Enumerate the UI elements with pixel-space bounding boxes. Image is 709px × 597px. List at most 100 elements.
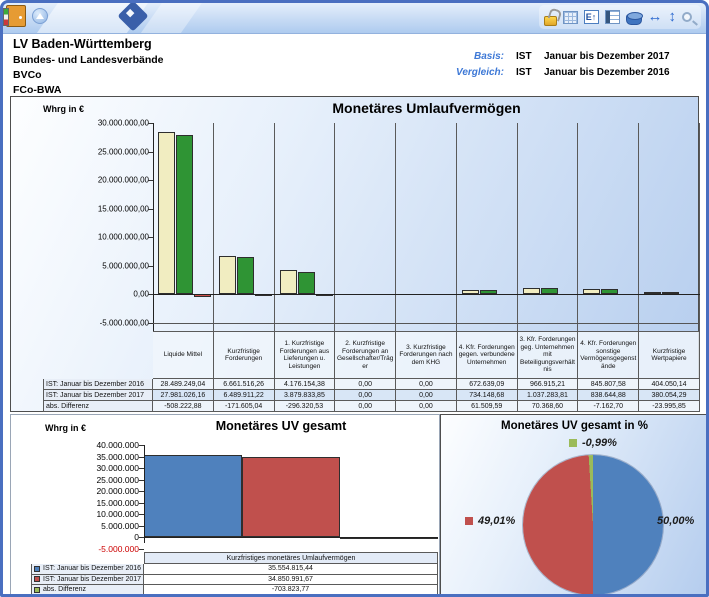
main-chart-panel: Monetäres Umlaufvermögen Whrg in € 30.00…: [10, 96, 700, 412]
category-header-cell: 4. Kfr. Forderungen sonstige Vermögensge…: [578, 331, 640, 379]
bar-series-0: [522, 288, 540, 294]
total-legend-value-cell: -703.823,77: [144, 585, 438, 596]
value-cell: 28.489.249,04: [153, 379, 214, 390]
total-ytick-label: -5.000.000: [98, 543, 139, 554]
main-ytick-mark: [148, 151, 153, 153]
bar-series-0: [158, 131, 175, 294]
titlebar: E↑ ↔ ↕: [0, 0, 709, 34]
value-cell: 380.054,29: [639, 390, 700, 401]
category-header-cell: 3. Kurzfristige Forderungen nach dem KHG: [396, 331, 457, 379]
total-legend-label-cell: IST: Januar bis Dezember 2016: [31, 564, 144, 575]
bar-series-1: [297, 271, 315, 294]
bar-series-0: [218, 256, 236, 294]
total-legend-label-cell: IST: Januar bis Dezember 2017: [31, 574, 144, 585]
main-ytick-mark: [148, 237, 153, 238]
row-label-cell: IST: Januar bis Dezember 2017: [43, 390, 153, 401]
toolbar: E↑ ↔ ↕: [538, 5, 701, 29]
chart-group: [153, 123, 214, 331]
category-header-row: Liquide Mittel Kurzfristige Forderungen 1.…: [43, 331, 700, 379]
value-cell: 0,00: [335, 401, 397, 412]
basis-label: Basis:: [473, 50, 504, 62]
total-zero-line: [144, 537, 438, 538]
basis-row: Basis: IST Januar bis Dezember 2017: [432, 48, 700, 64]
search-icon[interactable]: [682, 12, 692, 22]
total-ytick-label: 15.000.000: [96, 497, 139, 508]
value-cell: 0,00: [335, 379, 397, 390]
total-ytick-label: 10.000.000: [96, 509, 139, 519]
swap-vertical-icon[interactable]: ↕: [668, 8, 677, 25]
legend-swatch: [34, 576, 40, 583]
main-ytick-label: 20.000.000,00: [97, 175, 149, 185]
chart-group: [335, 123, 397, 331]
total-ytick-label: 40.000.000: [96, 440, 139, 450]
value-cell: 0,00: [335, 390, 397, 401]
diff-swatch: [569, 439, 577, 447]
pie-label-diff: -0,99%: [569, 437, 617, 449]
pie-label-2017: 49,01%: [465, 515, 515, 527]
total-ytick-mark: [139, 468, 144, 469]
total-ytick-mark: [139, 514, 144, 515]
chart-group: [578, 123, 640, 331]
category-header-cell: 4. Kfr. Forderungen gegen. verbundene Un…: [456, 331, 518, 379]
total-legend-value-cell: 35.554.815,44: [144, 564, 438, 575]
row-label-cell: abs. Differenz: [43, 401, 153, 412]
total-legend-row: abs. Differenz -703.823,77: [31, 585, 438, 596]
total-chart-title: Monetäres UV gesamt: [215, 419, 347, 433]
main-zero-line: [153, 294, 700, 295]
vergleich-label: Vergleich:: [456, 66, 504, 78]
table-row: abs. Differenz -508.222,88 -171.605,04 -296…: [43, 401, 700, 412]
bar-series-0: [644, 291, 662, 294]
value-cell: 0,00: [396, 379, 457, 390]
category-header-cell: 1. Kurzfristige Forderungen aus Lieferun…: [274, 331, 336, 379]
database-icon[interactable]: [625, 11, 643, 25]
main-ytick-label: -5.000.000,00: [99, 318, 149, 327]
vergleich-row: Vergleich: IST Januar bis Dezember 2016: [432, 64, 700, 80]
value-cell: 845.807,58: [578, 379, 640, 390]
2016-swatch: [644, 517, 652, 525]
total-category-cell: Kurzfristiges monetäres Umlaufvermögen: [144, 552, 438, 564]
up-circle-icon[interactable]: [32, 8, 48, 24]
total-ytick-mark: [139, 537, 144, 538]
total-ytick-label: 5.000.000: [101, 520, 139, 531]
total-ytick-label: 20.000.000: [96, 486, 139, 496]
swap-horizontal-icon[interactable]: ↔: [647, 8, 663, 25]
bar-series-0: [461, 290, 479, 294]
main-chart-unit-label: Whrg in €: [43, 104, 84, 114]
main-y-axis: [153, 123, 154, 331]
pie-chart-title: Monetäres UV gesamt in %: [501, 420, 648, 432]
unlock-icon[interactable]: [543, 16, 557, 26]
door-icon[interactable]: [3, 5, 26, 27]
total-legend-row: IST: Januar bis Dezember 2016 35.554.815,…: [31, 564, 438, 575]
chart-e-icon[interactable]: E↑: [583, 10, 599, 24]
total-ytick-mark: [139, 479, 144, 481]
vergleich-scenario: IST: [516, 66, 532, 78]
main-ytick-label: 30.000.000,00: [97, 118, 149, 128]
value-cell: 1.037.283,81: [517, 390, 579, 401]
org-line-3: BVCo: [13, 69, 42, 81]
chart-group: [639, 123, 700, 331]
value-cell: 966.915,21: [517, 379, 579, 390]
value-cell: -296.320,53: [274, 401, 336, 412]
value-cell: 27.981.026,16: [153, 390, 214, 401]
total-ytick-mark: [139, 456, 144, 458]
chart-group: [214, 123, 275, 331]
category-header-cell: 2. Kurzfristige Forderungen an Gesellsch…: [335, 331, 397, 379]
total-legend-row: IST: Januar bis Dezember 2017 34.850.991,…: [31, 574, 438, 585]
bar-series-1: [601, 289, 619, 294]
table-icon[interactable]: [562, 10, 578, 24]
bar-series-1: [662, 291, 680, 294]
main-ytick-mark: [148, 265, 153, 267]
bar-series-0: [279, 270, 297, 294]
report-header: LV Baden-Württemberg Bundes- und Landesv…: [0, 35, 709, 96]
main-ytick-mark: [148, 123, 153, 124]
total-ytick-label: 30.000.000: [96, 463, 139, 473]
report-icon[interactable]: [604, 10, 620, 24]
vergleich-period: Januar bis Dezember 2016: [544, 66, 670, 78]
org-line-4: FCo-BWA: [13, 84, 62, 96]
total-ytick-mark: [139, 445, 144, 446]
value-cell: 6.661.516,26: [213, 379, 275, 390]
main-ytick-label: 5.000.000,00: [102, 261, 149, 270]
total-ytick-mark: [139, 548, 144, 550]
row-label-cell: IST: Januar bis Dezember 2016: [43, 379, 153, 390]
bar-series-1: [236, 257, 254, 294]
